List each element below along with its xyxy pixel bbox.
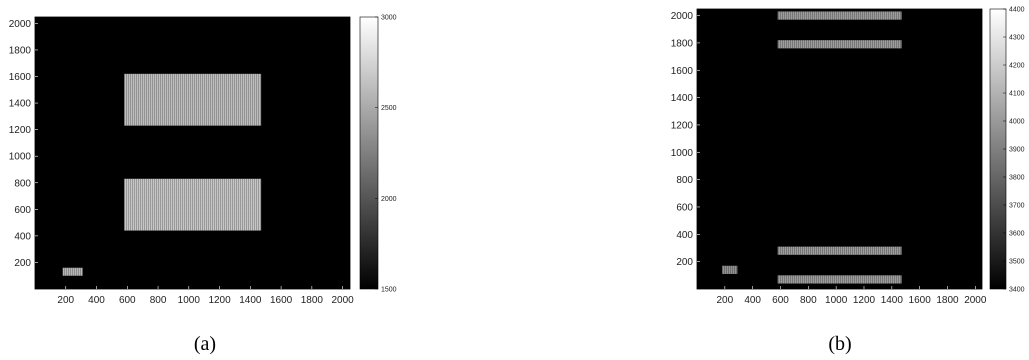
- x-tick-label: 800: [150, 295, 167, 306]
- y-tick-label: 800: [676, 175, 693, 186]
- colorbar-tick-label: 3600: [1009, 231, 1025, 238]
- y-tick-label: 1400: [9, 99, 32, 110]
- x-tick-label: 2000: [964, 295, 987, 306]
- x-tick-label: 600: [772, 295, 789, 306]
- plot-frame: [34, 16, 351, 290]
- y-tick-label: 1200: [671, 120, 694, 131]
- heatmap-region-texture-1: [777, 11, 902, 20]
- x-tick-label: 1800: [936, 295, 959, 306]
- colorbar-tick-label: 1500: [381, 287, 397, 294]
- colorbar-tick-label: 3400: [1009, 287, 1025, 294]
- x-tick-label: 1000: [178, 295, 201, 306]
- y-tick-label: 1600: [671, 66, 694, 77]
- subfigure-label: (b): [828, 333, 851, 355]
- y-tick-label: 2000: [9, 19, 32, 30]
- heatmap-region-texture-2: [777, 40, 902, 49]
- x-tick-label: 1800: [301, 295, 324, 306]
- y-tick-label: 1000: [9, 152, 32, 163]
- y-tick-label: 200: [14, 258, 31, 269]
- x-tick-label: 400: [88, 295, 105, 306]
- colorbar-tick-label: 2000: [381, 196, 397, 203]
- colorbar-tick-label: 4300: [1009, 35, 1025, 42]
- x-tick-label: 1600: [270, 295, 293, 306]
- colorbar-tick-label: 2500: [381, 105, 397, 112]
- y-tick-label: 1000: [671, 148, 694, 159]
- y-tick-label: 600: [676, 202, 693, 213]
- x-tick-label: 800: [800, 295, 817, 306]
- colorbar-tick-label: 4000: [1009, 119, 1025, 126]
- y-tick-label: 200: [676, 257, 693, 268]
- plot-background: [697, 9, 982, 289]
- x-tick-label: 1400: [881, 295, 904, 306]
- y-tick-label: 600: [14, 205, 31, 216]
- x-tick-label: 1200: [853, 295, 876, 306]
- colorbar-tick-label: 3800: [1009, 175, 1025, 182]
- x-tick-label: 400: [744, 295, 761, 306]
- plot-background: [35, 17, 350, 289]
- x-tick-label: 1400: [239, 295, 262, 306]
- plot-frame: [696, 8, 983, 290]
- x-tick-label: 600: [119, 295, 136, 306]
- y-tick-label: 1800: [671, 38, 694, 49]
- x-tick-label: 2000: [331, 295, 354, 306]
- colorbar-tick-label: 4200: [1009, 63, 1025, 70]
- subfigure-label: (a): [194, 333, 216, 355]
- x-tick-label: 200: [57, 295, 74, 306]
- colorbar-tick-label: 4100: [1009, 91, 1025, 98]
- y-tick-label: 400: [14, 231, 31, 242]
- heatmap-region-texture-3: [777, 246, 902, 255]
- y-tick-label: 2000: [671, 11, 694, 22]
- heatmap-region-texture-5: [722, 265, 738, 274]
- x-tick-label: 1200: [208, 295, 231, 306]
- y-tick-label: 1200: [9, 125, 32, 136]
- colorbar-tick-label: 3700: [1009, 203, 1025, 210]
- heatmap-panel-2: 200 400 600 800 1000 1200 1400 1600 1800 2000 200 4…: [671, 7, 1025, 356]
- colorbar-tick-label: 3000: [381, 15, 397, 22]
- colorbar: [359, 16, 379, 290]
- x-tick-label: 1600: [909, 295, 932, 306]
- colorbar-tick-label: 3900: [1009, 147, 1025, 154]
- heatmap-region-texture-2: [124, 178, 262, 231]
- heatmap-region-texture-1: [124, 73, 262, 126]
- colorbar-tick-label: 4400: [1009, 7, 1025, 14]
- y-tick-label: 400: [676, 230, 693, 241]
- y-tick-label: 800: [14, 178, 31, 189]
- heatmap-region-texture-4: [777, 275, 902, 284]
- y-tick-label: 1400: [671, 93, 694, 104]
- heatmap-region-texture-3: [62, 267, 83, 276]
- colorbar-tick-label: 3500: [1009, 259, 1025, 266]
- x-tick-label: 1000: [825, 295, 848, 306]
- y-tick-label: 1800: [9, 45, 32, 56]
- x-tick-label: 200: [716, 295, 733, 306]
- y-tick-label: 1600: [9, 72, 32, 83]
- heatmap-panel-1: 200 400 600 800 1000 1200 1400 1600 1800 2000 200 4…: [9, 15, 397, 356]
